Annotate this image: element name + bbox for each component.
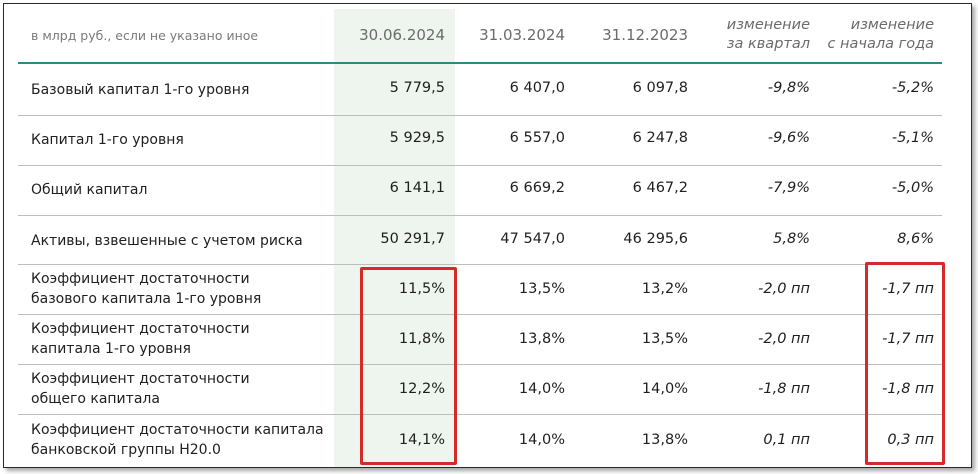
cell-change-ytd: 0,3 пп (887, 432, 934, 448)
cell-value: 14,1% (398, 432, 445, 448)
header-date-3: 31.12.2023 (602, 26, 688, 44)
row-label-line1: Коэффициент достаточности капитала (31, 422, 324, 438)
cell-value: 6 097,8 (632, 80, 688, 96)
cell-value: 5 779,5 (389, 80, 445, 96)
row-label: Коэффициент достаточности капитала 1-го … (31, 319, 250, 359)
header-date-1: 30.06.2024 (359, 26, 445, 44)
cell-value: 6 407,0 (509, 80, 565, 96)
cell-value: 46 295,6 (623, 231, 688, 247)
header-change-ytd: изменение с начала года (816, 16, 934, 54)
cell-change-quarter: 0,1 пп (763, 432, 810, 448)
table-row: Коэффициент достаточности капитала 1-го … (18, 315, 942, 365)
cell-value: 6 669,2 (509, 180, 565, 196)
annotation-box-current-ratios (360, 267, 457, 465)
cell-change-quarter: 5,8% (773, 231, 810, 247)
cell-value: 6 467,2 (632, 180, 688, 196)
row-label: Коэффициент достаточности базового капит… (31, 269, 261, 309)
header-change-quarter-line2: за квартал (726, 36, 810, 52)
cell-value: 13,8% (518, 331, 565, 347)
row-label-line1: Коэффициент достаточности (31, 371, 250, 387)
cell-value: 5 929,5 (389, 130, 445, 146)
cell-change-ytd: -1,7 пп (882, 331, 934, 347)
table-row: Капитал 1-го уровня 5 929,5 6 557,0 6 24… (18, 116, 942, 166)
cell-value: 11,5% (398, 281, 445, 297)
row-label-line1: Коэффициент достаточности (31, 271, 250, 287)
cell-change-ytd: -5,1% (891, 130, 934, 146)
table-header: в млрд руб., если не указано иное 30.06.… (4, 4, 971, 62)
row-label-line2: капитала 1-го уровня (31, 341, 191, 357)
row-label: Капитал 1-го уровня (31, 132, 184, 148)
cell-value: 11,8% (398, 331, 445, 347)
cell-change-quarter: -2,0 пп (758, 331, 810, 347)
header-change-ytd-line2: с начала года (827, 36, 934, 52)
header-divider (18, 62, 942, 64)
header-date-2: 31.03.2024 (479, 26, 565, 44)
cell-change-quarter: -9,8% (767, 80, 810, 96)
row-label: Активы, взвешенные с учетом риска (31, 233, 303, 249)
highlighted-column-bg (334, 9, 455, 467)
cell-change-ytd: -1,7 пп (882, 281, 934, 297)
cell-change-quarter: -1,8 пп (758, 381, 810, 397)
cell-change-ytd: -1,8 пп (882, 381, 934, 397)
row-label: Базовый капитал 1-го уровня (31, 82, 250, 98)
cell-value: 6 247,8 (632, 130, 688, 146)
unit-note: в млрд руб., если не указано иное (31, 28, 259, 43)
row-label: Коэффициент достаточности капитала банко… (31, 420, 324, 460)
cell-value: 50 291,7 (380, 231, 445, 247)
row-label: Коэффициент достаточности общего капитал… (31, 369, 250, 409)
cell-change-ytd: -5,0% (891, 180, 934, 196)
table-row: Общий капитал 6 141,1 6 669,2 6 467,2 -7… (18, 166, 942, 216)
row-label: Общий капитал (31, 182, 148, 198)
table-row: Активы, взвешенные с учетом риска 50 291… (18, 216, 942, 265)
cell-value: 13,8% (641, 432, 688, 448)
annotation-box-ytd-change (865, 262, 945, 465)
header-change-quarter-line1: изменение (726, 17, 810, 33)
row-label-line2: банковской группы Н20.0 (31, 442, 221, 458)
table-row: Базовый капитал 1-го уровня 5 779,5 6 40… (18, 64, 942, 116)
row-label-line2: общего капитала (31, 391, 160, 407)
table-row: Коэффициент достаточности базового капит… (18, 265, 942, 315)
row-label-line1: Коэффициент достаточности (31, 321, 250, 337)
cell-value: 14,0% (518, 432, 565, 448)
table-row: Коэффициент достаточности капитала банко… (18, 415, 942, 463)
cell-value: 6 141,1 (389, 180, 445, 196)
cell-change-quarter: -2,0 пп (758, 281, 810, 297)
cell-value: 14,0% (641, 381, 688, 397)
row-label-line2: базового капитала 1-го уровня (31, 291, 262, 307)
cell-value: 13,5% (641, 331, 688, 347)
cell-value: 6 557,0 (509, 130, 565, 146)
cell-value: 13,5% (518, 281, 565, 297)
cell-value: 47 547,0 (500, 231, 565, 247)
cell-value: 12,2% (398, 381, 445, 397)
table-row: Коэффициент достаточности общего капитал… (18, 365, 942, 415)
cell-change-quarter: -7,9% (767, 180, 810, 196)
cell-value: 13,2% (641, 281, 688, 297)
header-change-ytd-line1: изменение (850, 17, 934, 33)
cell-change-ytd: 8,6% (897, 231, 934, 247)
cell-change-quarter: -9,6% (767, 130, 810, 146)
cell-value: 14,0% (518, 381, 565, 397)
capital-table-frame: в млрд руб., если не указано иное 30.06.… (3, 3, 972, 468)
cell-change-ytd: -5,2% (891, 80, 934, 96)
header-change-quarter: изменение за квартал (694, 16, 810, 54)
